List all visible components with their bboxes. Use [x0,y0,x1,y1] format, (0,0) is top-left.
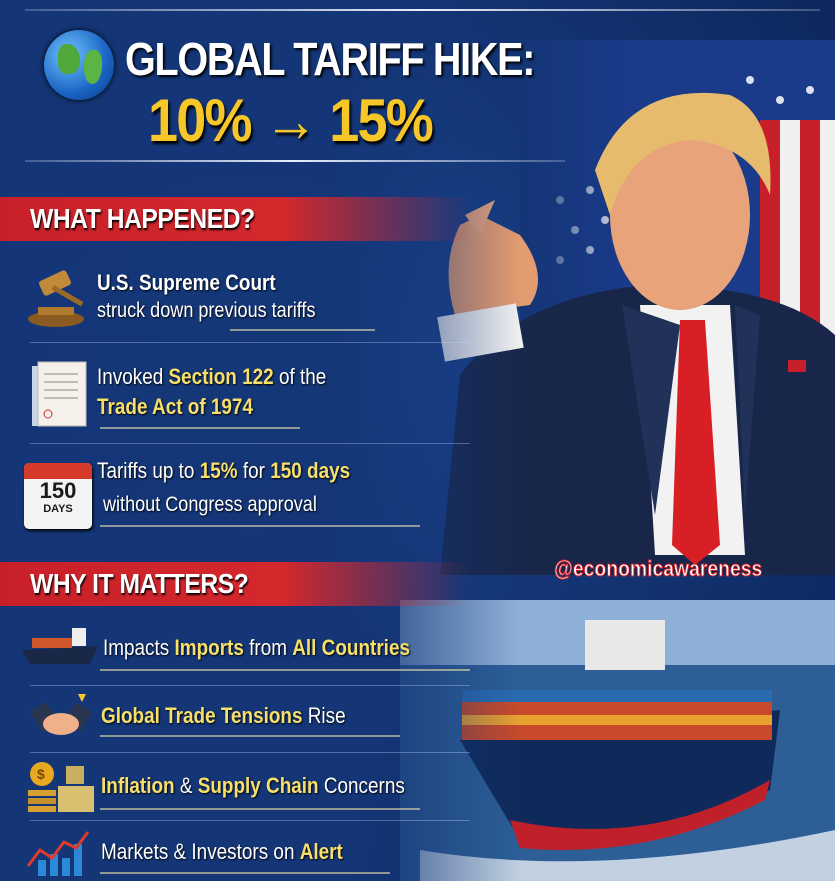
underline [100,872,390,874]
highlight: Alert [299,839,343,864]
underline [100,669,470,671]
calendar-number: 150 [39,478,77,503]
why-it-matters-banner: WHY IT MATTERS? [0,562,470,606]
divider [30,820,470,821]
item-desc: struck down previous tariffs [97,299,316,322]
highlight: 150 days [270,458,351,483]
text: & [174,773,198,798]
underline [100,427,300,429]
text: from [243,635,293,660]
underline [100,525,420,527]
highlight: Section 122 [168,364,274,389]
page-title: GLOBAL TARIFF HIKE: [125,33,535,85]
gavel-icon [28,270,84,327]
watermark: @economicawareness [554,556,763,582]
item-text: Inflation & Supply Chain Concerns [101,772,405,799]
item-text: Markets & Investors on Alert [101,838,343,865]
what-happened-banner: WHAT HAPPENED? [0,197,470,241]
globe-icon [44,30,114,100]
item-text: Global Trade Tensions Rise [101,702,346,729]
text: Impacts [103,635,175,660]
highlight: Global Trade Tensions [101,703,303,728]
item-desc: Trade Act of 1974 [97,394,253,419]
highlight: Imports [174,635,244,660]
underline [230,329,375,331]
divider [30,342,470,343]
calendar-icon: 150 DAYS [24,463,92,529]
rate-change: 10% → 15% [148,87,434,154]
item-title: Invoked Section 122 of the [97,363,326,390]
item-desc: without Congress approval [103,493,317,516]
document-icon [32,361,87,427]
item-text: Impacts Imports from All Countries [103,634,410,661]
divider [30,685,470,686]
top-divider [25,9,820,11]
highlight: Supply Chain [197,773,319,798]
text: Invoked [97,364,169,389]
text: Concerns [318,773,405,798]
text: for [237,458,271,483]
left-panel-shade [0,0,520,881]
highlight: 15% [199,458,238,483]
item-title: Tariffs up to 15% for 150 days [97,457,350,484]
text: Tariffs up to [97,458,200,483]
text: of the [273,364,327,389]
highlight: Inflation [101,773,175,798]
item-title: U.S. Supreme Court [97,270,276,295]
money-supply-icon: $ [28,762,94,812]
underline [100,735,400,737]
text: Markets & Investors on [101,839,300,864]
calendar-label: DAYS [43,503,73,515]
section-heading: WHAT HAPPENED? [30,203,255,234]
handshake-icon [30,694,92,735]
divider [30,752,470,753]
rising-chart-icon [26,831,90,876]
cargo-ship-icon [22,628,98,664]
highlight: All Countries [292,635,410,660]
title-divider [25,160,565,162]
svg-text:$: $ [37,766,45,782]
text: Rise [302,703,346,728]
section-heading: WHY IT MATTERS? [30,568,249,599]
underline [100,808,420,810]
divider [30,443,470,444]
